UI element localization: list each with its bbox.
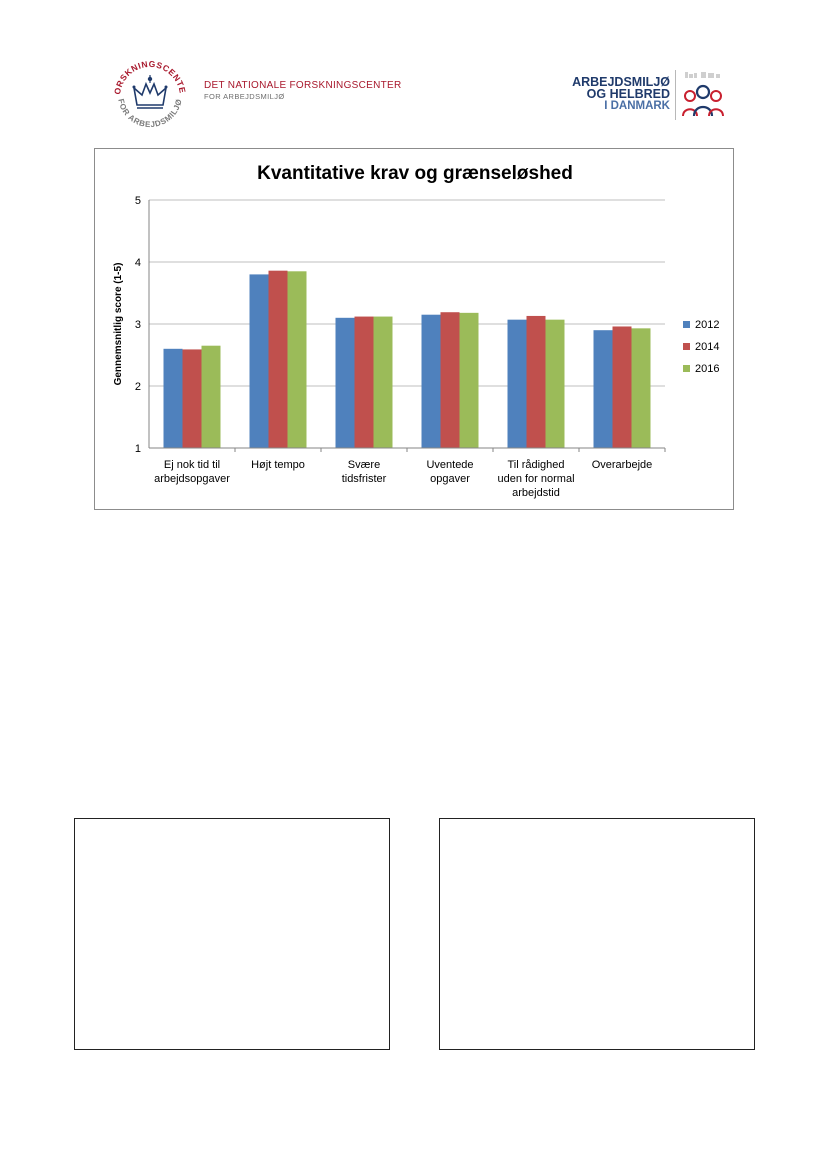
bar-2012-5 bbox=[593, 330, 613, 448]
amhd-logo-line3: I DANMARK bbox=[604, 100, 670, 112]
legend-label-2012: 2012 bbox=[695, 319, 719, 331]
bar-2012-3 bbox=[421, 314, 441, 448]
axes: 1 2 3 4 5 Ej nok tid til arbejdsopgaver Højt te… bbox=[135, 195, 666, 499]
fa-logo-line2: FOR ARBEJDSMILJØ bbox=[204, 92, 285, 101]
x-tick-label: Højt tempo bbox=[251, 459, 305, 471]
bar-2012-4 bbox=[507, 319, 527, 448]
legend-label-2014: 2014 bbox=[695, 341, 719, 353]
y-tick-label: 4 bbox=[135, 257, 141, 269]
logo-divider bbox=[675, 70, 676, 120]
bar-2014-4 bbox=[526, 315, 546, 448]
bar-2016-5 bbox=[631, 328, 651, 448]
x-tick-label: Overarbejde bbox=[592, 459, 653, 471]
people-icon bbox=[682, 72, 724, 117]
legend-swatch-2014 bbox=[683, 343, 690, 350]
y-tick-label: 5 bbox=[135, 195, 141, 207]
bar-chart: Kvantitative krav og grænseløshed Gennem… bbox=[113, 163, 719, 499]
y-tick-label: 1 bbox=[135, 443, 141, 455]
crown-seal-icon: FORSKNINGSCENTER FOR ARBEJDSMILJØ bbox=[110, 55, 187, 129]
bar-2016-3 bbox=[459, 312, 479, 448]
x-tick-label: Uventede opgaver bbox=[426, 459, 473, 485]
x-tick-label: Svære tidsfrister bbox=[342, 459, 387, 485]
bar-2014-1 bbox=[268, 270, 288, 448]
bar-2014-0 bbox=[182, 349, 202, 448]
bar-2016-2 bbox=[373, 316, 393, 448]
chart-title: Kvantitative krav og grænseløshed bbox=[257, 163, 573, 184]
y-tick-label: 3 bbox=[135, 319, 141, 331]
bar-2016-0 bbox=[201, 345, 221, 448]
legend: 2012 2014 2016 bbox=[683, 319, 719, 375]
y-tick-label: 2 bbox=[135, 381, 141, 393]
bars bbox=[163, 270, 651, 448]
fa-logo: FORSKNINGSCENTER FOR ARBEJDSMILJØ DET NA… bbox=[110, 55, 410, 135]
amhd-logo-line2: OG HELBRED bbox=[586, 87, 670, 101]
amhd-logo: ARBEJDSMILJØ OG HELBRED I DANMARK bbox=[545, 68, 725, 123]
chart-container: Kvantitative krav og grænseløshed Gennem… bbox=[94, 148, 734, 510]
bar-2016-1 bbox=[287, 271, 307, 448]
bar-2014-3 bbox=[440, 312, 460, 448]
x-tick-label: Ej nok tid til arbejdsopgaver bbox=[154, 459, 230, 485]
bar-2014-2 bbox=[354, 316, 374, 448]
bar-2012-1 bbox=[249, 274, 269, 448]
empty-box-right bbox=[439, 818, 755, 1050]
amhd-logo-line1: ARBEJDSMILJØ bbox=[572, 75, 670, 89]
x-tick-label: Til rådighed uden for normal arbejdstid bbox=[497, 459, 574, 499]
fa-logo-line1: DET NATIONALE FORSKNINGSCENTER bbox=[204, 80, 402, 91]
legend-swatch-2016 bbox=[683, 365, 690, 372]
legend-swatch-2012 bbox=[683, 321, 690, 328]
legend-label-2016: 2016 bbox=[695, 363, 719, 375]
grid-lines bbox=[149, 199, 665, 387]
empty-box-left bbox=[74, 818, 390, 1050]
bar-2016-4 bbox=[545, 319, 565, 448]
svg-text:FOR ARBEJDSMILJØ: FOR ARBEJDSMILJØ bbox=[116, 98, 184, 129]
bar-2014-5 bbox=[612, 326, 632, 448]
bar-2012-2 bbox=[335, 317, 355, 448]
bar-2012-0 bbox=[163, 348, 183, 448]
y-axis-label: Gennemsnitlig score (1-5) bbox=[113, 263, 124, 386]
